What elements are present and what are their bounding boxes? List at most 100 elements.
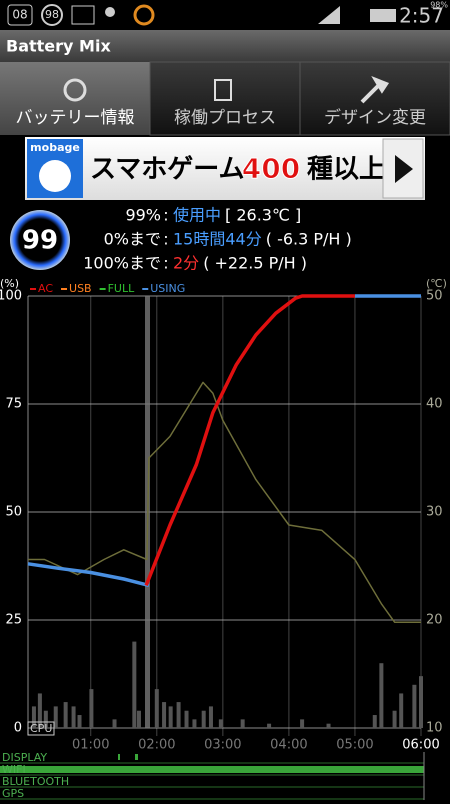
title-bar [0, 30, 450, 62]
legend-label: USB [69, 282, 92, 295]
tab-label: 稼働プロセス [174, 108, 276, 128]
cpu-bar [218, 719, 223, 728]
battery-info: 99%: 使用中[ 26.3℃ ] 0%まで:15時間44分( -6.3 P/H )… [83, 206, 352, 273]
status-icon [7, 4, 33, 26]
cpu-bar [372, 715, 377, 728]
cpu-bar [300, 719, 305, 728]
ad-banner[interactable]: mobage スマホゲーム 400 種以上 [25, 137, 425, 200]
y2-tick-label: 20 [426, 613, 443, 628]
y2-tick-label: 50 [426, 289, 443, 304]
battery-level: 99 [22, 226, 58, 256]
state-bar [118, 754, 120, 760]
tab-label: バッテリー情報 [16, 108, 135, 128]
cpu-bar [37, 693, 42, 728]
cpu-bar [154, 689, 159, 728]
tab[interactable] [149, 61, 301, 136]
y-tick-label: 75 [5, 397, 22, 412]
cpu-bar [201, 710, 206, 728]
cpu-bar [326, 723, 331, 728]
tab-icon [360, 75, 390, 104]
legend-label: USING [150, 282, 185, 295]
x-tick-label: 03:00 [204, 738, 241, 753]
y-tick-label: 0 [14, 721, 22, 736]
ad-arrow [395, 155, 413, 183]
info-extra: ( +22.5 P/H ) [203, 254, 307, 273]
x-tick-label: 05:00 [336, 738, 373, 753]
info-label: 0%まで [104, 230, 161, 249]
legend-label: FULL [108, 282, 136, 295]
cpu-bar [53, 706, 58, 728]
cpu-bar [267, 723, 272, 728]
x-tick-label: 04:00 [270, 738, 307, 753]
status-icon [41, 4, 63, 26]
series-line [28, 381, 421, 623]
ad-background [25, 137, 425, 200]
y-tick-label: 25 [5, 613, 22, 628]
status-icon [133, 4, 155, 26]
cpu-bar [162, 702, 167, 728]
y2-tick-label: 40 [426, 397, 443, 412]
series-line [27, 294, 421, 588]
y2-tick-label: 10 [426, 721, 443, 736]
cpu-bar [412, 684, 417, 728]
ad-logo-mark [39, 160, 71, 192]
cpu-bar [184, 710, 189, 728]
status-icon [71, 5, 95, 25]
cpu-bar [89, 689, 94, 728]
info-label: 100%まで [83, 254, 161, 273]
cpu-bar [71, 706, 76, 728]
y-tick-label: 100 [0, 289, 22, 304]
clock: 2:57 [399, 4, 444, 28]
tab-icon [63, 78, 87, 102]
y2-tick-label: 30 [426, 505, 443, 520]
cpu-bar [379, 663, 384, 728]
y-unit: (%) [0, 277, 19, 290]
info-extra: ( -6.3 P/H ) [266, 230, 352, 249]
app-title: Battery Mix [6, 37, 111, 56]
cpu-bar [208, 706, 213, 728]
x-tick-label: 06:00 [402, 738, 439, 753]
info-extra: [ 26.3℃ ] [225, 206, 301, 225]
battery-icon [370, 9, 396, 22]
cpu-bar [419, 676, 423, 728]
cpu-bar [31, 706, 36, 728]
chart: 01:00 02:00 03:00 04:00 05:00 06:00 0 25 50 75 100… [0, 277, 447, 800]
cpu-bar [63, 702, 68, 728]
y2-unit: (℃) [426, 277, 447, 290]
ad-suffix: 種以上 [307, 155, 385, 185]
tab-bar: バッテリー情報 稼働プロセス デザイン変更 [0, 61, 450, 136]
info-separator: : [163, 230, 168, 249]
status-icon [105, 7, 115, 17]
status-badge: 98 [45, 8, 59, 21]
info-separator: : [163, 206, 168, 225]
wifi-icon [318, 6, 340, 24]
tab-label: デザイン変更 [324, 107, 426, 128]
info-value: 2分 [173, 254, 199, 273]
info-label: 99% [125, 206, 161, 225]
ad-text: スマホゲーム [90, 155, 244, 185]
legend-label: AC [38, 282, 53, 295]
tab[interactable] [299, 61, 450, 136]
cpu-bar [176, 702, 181, 728]
cpu-bar [168, 706, 173, 728]
cpu-bar [132, 641, 137, 728]
info-value: 15時間44分 [173, 230, 262, 249]
cpu-label: CPU [30, 722, 52, 735]
state-bar [0, 766, 424, 773]
info-value: 使用中 [173, 206, 221, 225]
battery-ring [10, 210, 70, 270]
series-line [144, 294, 355, 587]
cpu-bar [240, 719, 245, 728]
cpu-bar [192, 719, 197, 728]
state-row-label: GPS [2, 787, 24, 800]
cpu-bar [399, 693, 404, 728]
cpu-bar [77, 715, 82, 728]
battery-percent: 98% [430, 1, 448, 10]
y-tick-label: 50 [5, 505, 22, 520]
info-separator: : [163, 254, 168, 273]
tab-icon [214, 79, 232, 101]
cpu-bar [43, 710, 48, 728]
cpu-bar [112, 719, 117, 728]
